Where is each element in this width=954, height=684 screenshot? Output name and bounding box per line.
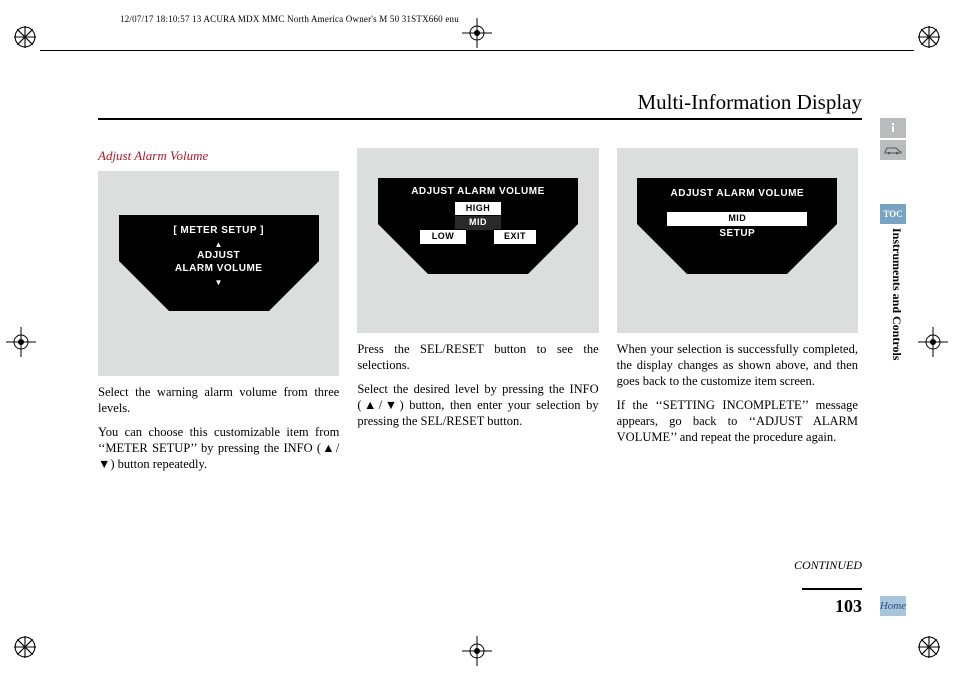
display-screenshot-3: ADJUST ALARM VOLUME MID SETUP [617,148,858,333]
registration-mark [14,636,36,658]
dash1-line2: ADJUST [119,250,319,263]
up-triangle-icon: ▲ [214,241,222,249]
col2-p1: Press the SEL/RESET button to see the se… [357,341,598,373]
selected-mid: MID [667,212,807,226]
tab-toc[interactable]: TOC [880,204,906,224]
down-triangle-icon: ▼ [214,279,222,287]
title-rule [98,118,862,120]
column-1: Adjust Alarm Volume [ METER SETUP ] ▲ AD… [98,148,339,578]
crop-mark [918,327,948,357]
content-columns: Adjust Alarm Volume [ METER SETUP ] ▲ AD… [98,148,858,578]
display-screenshot-2: ADJUST ALARM VOLUME HIGH MID LOWEXIT [357,148,598,333]
registration-mark [918,26,940,48]
dash3-title: ADJUST ALARM VOLUME [637,188,837,201]
tab-home[interactable]: Home [880,596,906,616]
page-number: 103 [835,596,862,617]
dash1-line3: ALARM VOLUME [119,263,319,276]
col1-p1: Select the warning alarm volume from thr… [98,384,339,416]
col1-p2: You can choose this customizable item fr… [98,424,339,472]
crop-mark [6,327,36,357]
page-title: Multi-Information Display [637,90,862,115]
header-stamp: 12/07/17 18:10:57 13 ACURA MDX MMC North… [120,14,459,24]
registration-mark [918,636,940,658]
option-exit: EXIT [493,229,537,245]
subhead: Adjust Alarm Volume [98,148,339,165]
top-rule [40,50,914,51]
column-2: ADJUST ALARM VOLUME HIGH MID LOWEXIT Pre… [357,148,598,578]
dash1-line1: [ METER SETUP ] [119,225,319,238]
registration-mark [14,26,36,48]
crop-mark [462,636,492,666]
option-low: LOW [419,229,467,245]
dash2-title: ADJUST ALARM VOLUME [378,186,578,199]
col2-p2: Select the desired level by pressing the… [357,381,598,429]
display-screenshot-1: [ METER SETUP ] ▲ ADJUST ALARM VOLUME ▼ [98,171,339,376]
col3-p2: If the ‘‘SETTING INCOMPLETE’’ message ap… [617,397,858,445]
continued-label: CONTINUED [794,558,862,573]
page-number-rule [802,588,862,590]
col3-p1: When your selection is successfully comp… [617,341,858,389]
section-label: Instruments and Controls [889,228,904,360]
dash3-setup: SETUP [637,228,837,241]
tab-info[interactable] [880,118,906,138]
crop-mark [462,18,492,48]
tab-vehicle[interactable] [880,140,906,160]
column-3: ADJUST ALARM VOLUME MID SETUP When your … [617,148,858,578]
